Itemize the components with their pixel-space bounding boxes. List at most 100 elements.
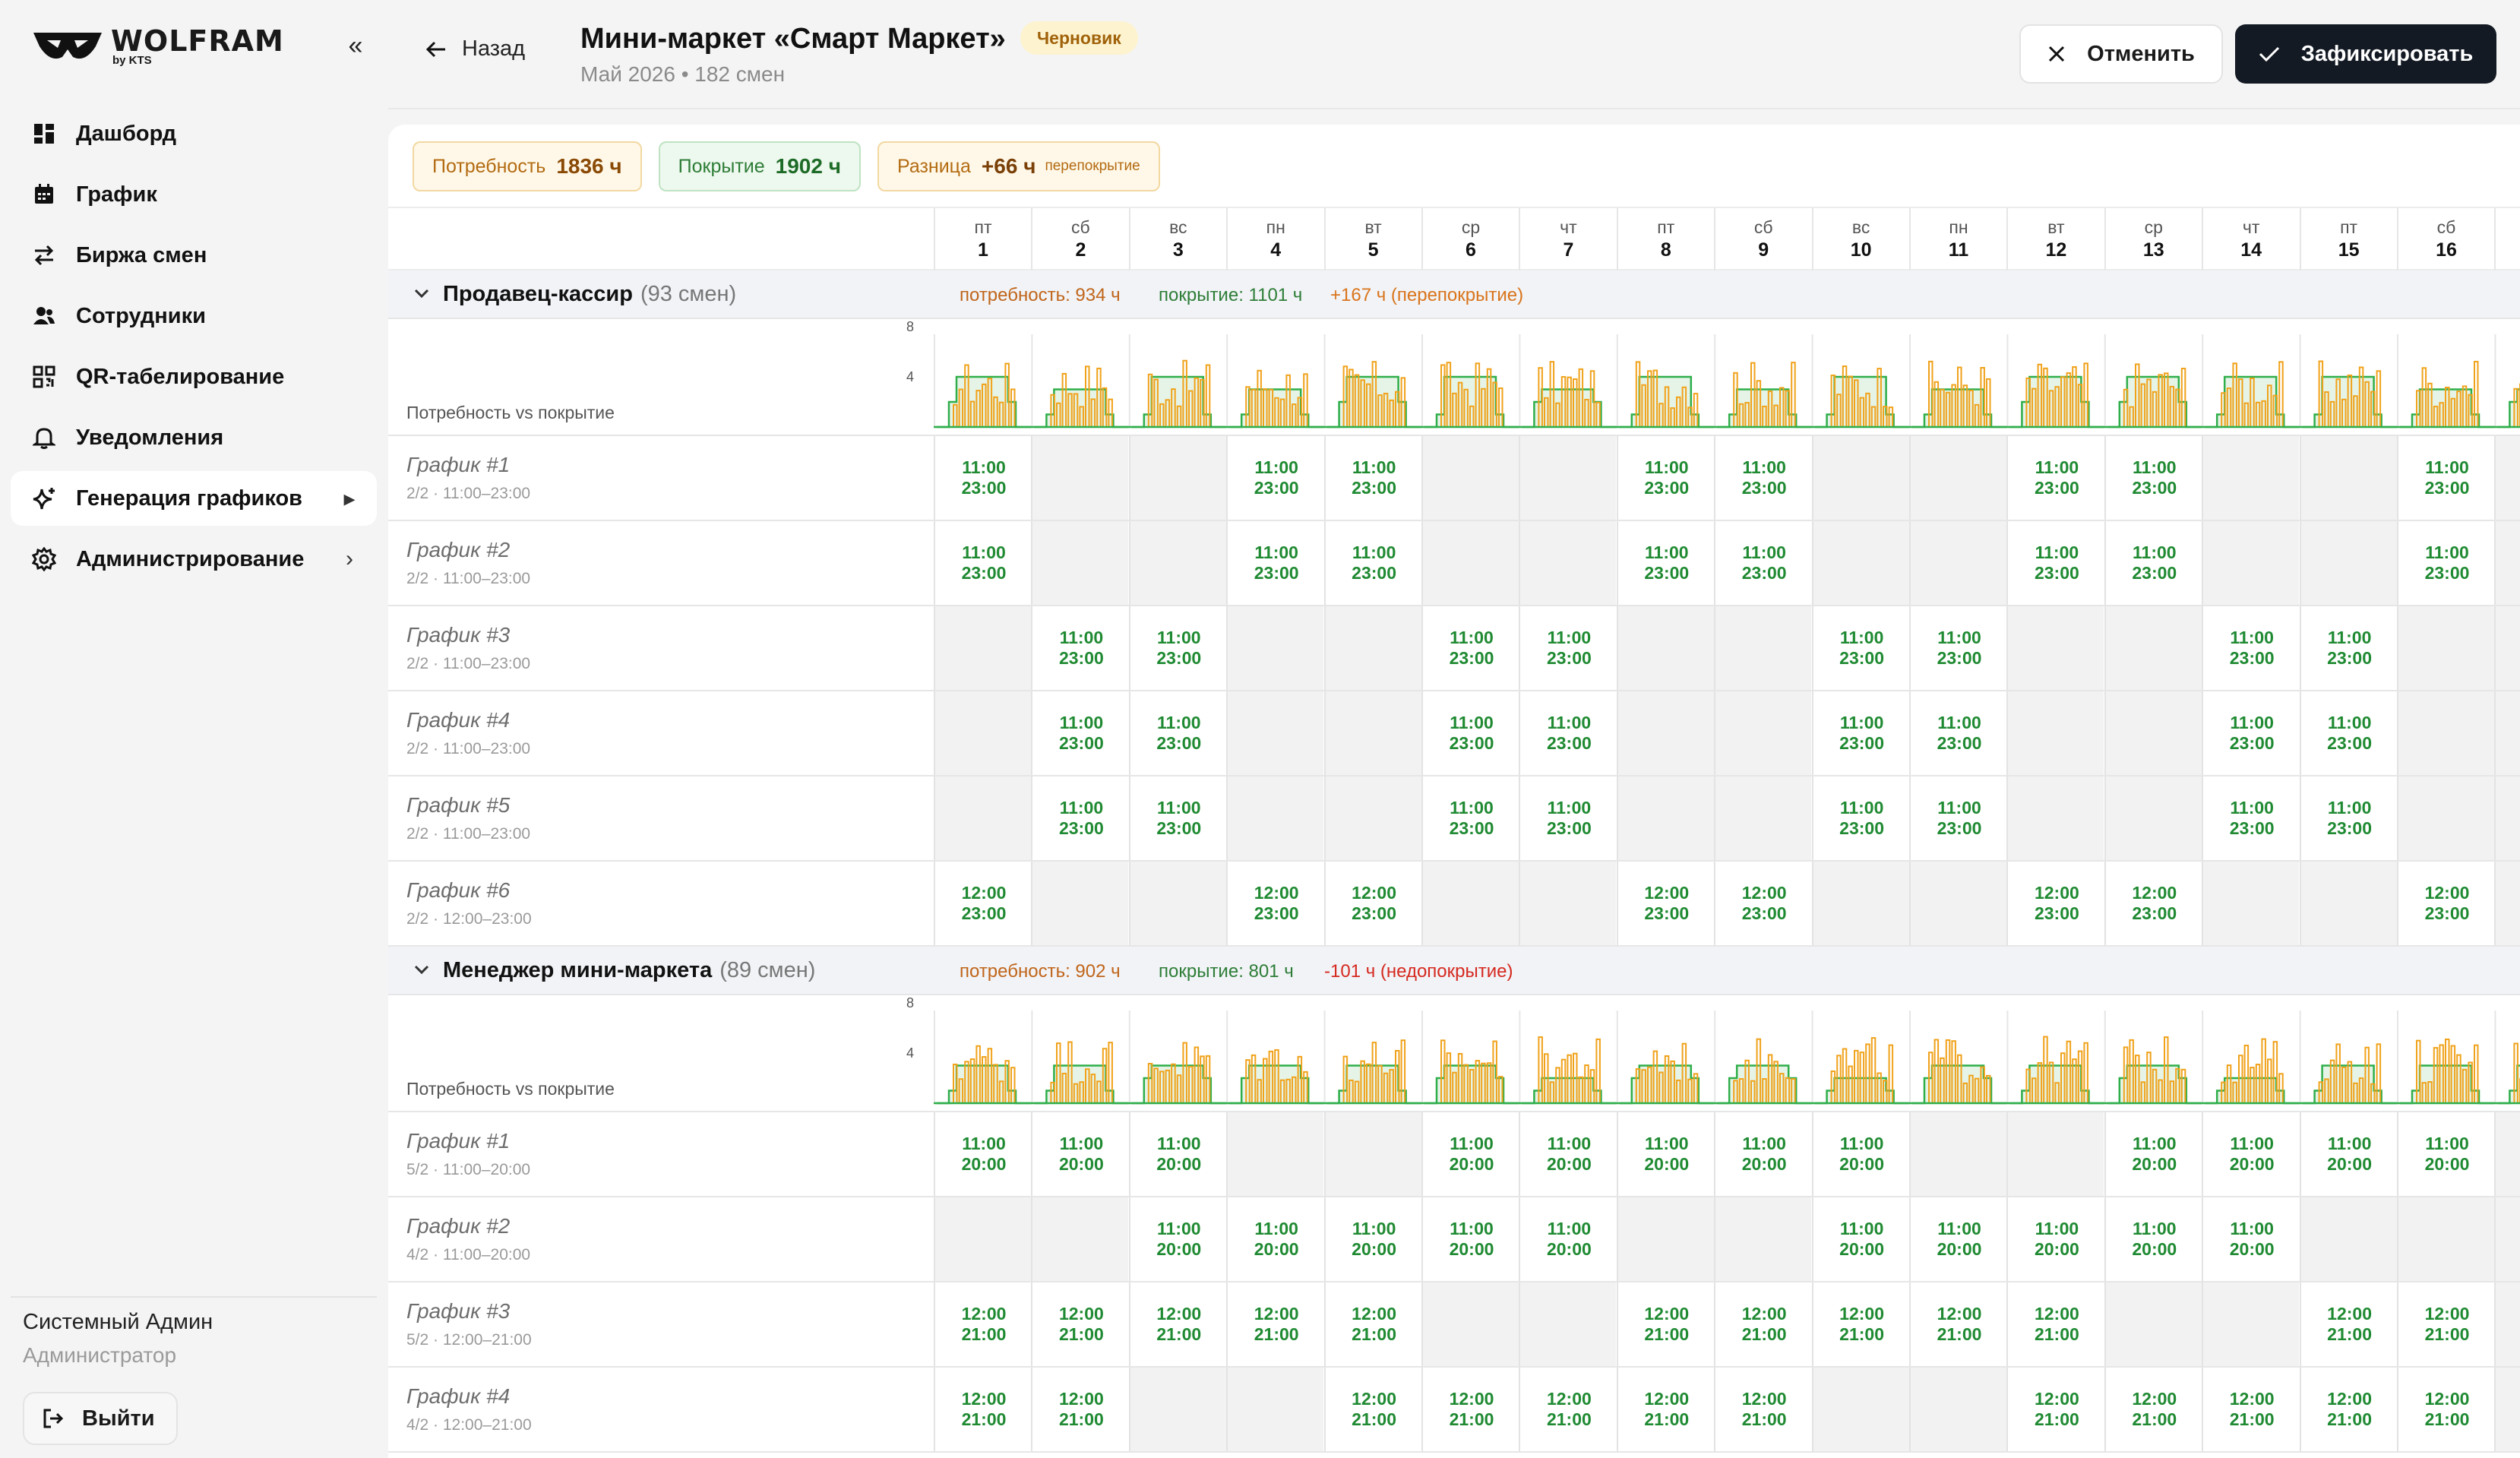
shift-cell[interactable]: 11:00 20:00 <box>1421 1112 1519 1196</box>
shift-cell[interactable]: 12:00 21:00 <box>2299 1282 2397 1366</box>
shift-cell[interactable]: 11:00 23:00 <box>2299 606 2397 690</box>
empty-shift-cell[interactable] <box>1128 1368 1226 1451</box>
shift-cell[interactable]: 11:00 23:00 <box>1616 436 1714 520</box>
empty-shift-cell[interactable] <box>2202 436 2300 520</box>
schedule-name[interactable]: График #1 <box>406 1129 511 1153</box>
empty-shift-cell[interactable] <box>1616 691 1714 775</box>
empty-shift-cell[interactable] <box>1714 691 1812 775</box>
empty-shift-cell[interactable] <box>2494 776 2520 860</box>
empty-shift-cell[interactable] <box>1909 436 2006 520</box>
empty-shift-cell[interactable] <box>2202 1282 2300 1366</box>
schedule-name[interactable]: График #5 <box>406 793 511 817</box>
empty-shift-cell[interactable] <box>2202 862 2300 945</box>
shift-cell[interactable]: 12:00 21:00 <box>2202 1368 2300 1451</box>
empty-shift-cell[interactable] <box>2494 1368 2520 1451</box>
shift-cell[interactable]: 11:00 23:00 <box>1909 776 2006 860</box>
shift-cell[interactable]: 11:00 23:00 <box>1323 521 1421 605</box>
empty-shift-cell[interactable] <box>2104 776 2202 860</box>
shift-cell[interactable]: 12:00 21:00 <box>1909 1282 2006 1366</box>
empty-shift-cell[interactable] <box>1909 521 2006 605</box>
shift-cell[interactable]: 12:00 21:00 <box>934 1282 1031 1366</box>
empty-shift-cell[interactable] <box>1226 691 1324 775</box>
nav-item-administration[interactable]: Администрирование › <box>11 532 377 587</box>
empty-shift-cell[interactable] <box>1323 606 1421 690</box>
empty-shift-cell[interactable] <box>1714 776 1812 860</box>
empty-shift-cell[interactable] <box>2494 691 2520 775</box>
shift-cell[interactable]: 11:00 23:00 <box>1519 691 1617 775</box>
shift-cell[interactable]: 12:00 23:00 <box>1616 862 1714 945</box>
shift-cell[interactable]: 12:00 21:00 <box>1323 1282 1421 1366</box>
shift-cell[interactable]: 11:00 20:00 <box>1519 1112 1617 1196</box>
shift-cell[interactable]: 11:00 23:00 <box>1519 606 1617 690</box>
empty-shift-cell[interactable] <box>2397 691 2494 775</box>
shift-cell[interactable]: 11:00 23:00 <box>1421 606 1519 690</box>
shift-cell[interactable]: 12:00 21:00 <box>1421 1368 1519 1451</box>
shift-cell[interactable]: 11:00 23:00 <box>1421 691 1519 775</box>
shift-cell[interactable]: 12:00 21:00 <box>1323 1368 1421 1451</box>
shift-cell[interactable]: 12:00 21:00 <box>1714 1282 1812 1366</box>
shift-cell[interactable]: 11:00 23:00 <box>1031 776 1129 860</box>
empty-shift-cell[interactable] <box>1323 691 1421 775</box>
shift-cell[interactable]: 12:00 23:00 <box>1323 862 1421 945</box>
shift-cell[interactable]: 11:00 20:00 <box>1811 1197 1909 1281</box>
empty-shift-cell[interactable] <box>1811 436 1909 520</box>
shift-cell[interactable]: 11:00 23:00 <box>2104 436 2202 520</box>
shift-cell[interactable]: 12:00 23:00 <box>1226 862 1324 945</box>
shift-cell[interactable]: 12:00 21:00 <box>2006 1282 2104 1366</box>
empty-shift-cell[interactable] <box>1811 862 1909 945</box>
empty-shift-cell[interactable] <box>2202 521 2300 605</box>
empty-shift-cell[interactable] <box>1909 1112 2006 1196</box>
shift-cell[interactable]: 11:00 20:00 <box>1031 1112 1129 1196</box>
empty-shift-cell[interactable] <box>2494 1282 2520 1366</box>
empty-shift-cell[interactable] <box>1226 1112 1324 1196</box>
group-header[interactable]: Продавец-кассир (93 смен) потребность: 934… <box>388 270 2520 319</box>
group-header[interactable]: Менеджер мини-маркета (89 смен) потребност… <box>388 947 2520 995</box>
shift-cell[interactable]: 11:00 23:00 <box>1031 606 1129 690</box>
shift-cell[interactable]: 11:00 23:00 <box>1909 691 2006 775</box>
collapse-sidebar-button[interactable]: « <box>340 30 371 61</box>
schedule-name[interactable]: График #3 <box>406 623 511 647</box>
shift-cell[interactable]: 11:00 20:00 <box>1128 1112 1226 1196</box>
shift-cell[interactable]: 12:00 23:00 <box>2397 862 2494 945</box>
shift-cell[interactable]: 11:00 23:00 <box>1714 521 1812 605</box>
empty-shift-cell[interactable] <box>2006 776 2104 860</box>
empty-shift-cell[interactable] <box>1909 1368 2006 1451</box>
schedule-name[interactable]: График #2 <box>406 1214 511 1238</box>
shift-cell[interactable]: 11:00 23:00 <box>1128 606 1226 690</box>
empty-shift-cell[interactable] <box>1421 521 1519 605</box>
empty-shift-cell[interactable] <box>2397 1197 2494 1281</box>
shift-cell[interactable]: 11:00 23:00 <box>2202 776 2300 860</box>
shift-cell[interactable]: 11:00 23:00 <box>2202 691 2300 775</box>
nav-item-schedule[interactable]: График <box>11 167 377 222</box>
chevron-down-icon[interactable] <box>409 281 434 305</box>
shift-cell[interactable]: 11:00 23:00 <box>2006 521 2104 605</box>
shift-cell[interactable]: 11:00 23:00 <box>1421 776 1519 860</box>
shift-cell[interactable]: 11:00 23:00 <box>2006 436 2104 520</box>
empty-shift-cell[interactable] <box>2494 521 2520 605</box>
empty-shift-cell[interactable] <box>2494 1112 2520 1196</box>
shift-cell[interactable]: 12:00 21:00 <box>934 1368 1031 1451</box>
commit-button[interactable]: Зафиксировать <box>2235 24 2496 84</box>
empty-shift-cell[interactable] <box>2397 776 2494 860</box>
schedule-name[interactable]: График #4 <box>406 1384 511 1408</box>
shift-cell[interactable]: 11:00 23:00 <box>1616 521 1714 605</box>
shift-cell[interactable]: 11:00 23:00 <box>1811 606 1909 690</box>
shift-cell[interactable]: 11:00 23:00 <box>1128 691 1226 775</box>
schedule-name[interactable]: График #1 <box>406 453 511 476</box>
empty-shift-cell[interactable] <box>1714 606 1812 690</box>
shift-cell[interactable]: 11:00 23:00 <box>2202 606 2300 690</box>
empty-shift-cell[interactable] <box>1519 436 1617 520</box>
empty-shift-cell[interactable] <box>1226 776 1324 860</box>
shift-cell[interactable]: 11:00 20:00 <box>2006 1197 2104 1281</box>
shift-cell[interactable]: 12:00 21:00 <box>2397 1368 2494 1451</box>
empty-shift-cell[interactable] <box>2494 436 2520 520</box>
shift-cell[interactable]: 11:00 23:00 <box>1519 776 1617 860</box>
empty-shift-cell[interactable] <box>2299 1197 2397 1281</box>
shift-cell[interactable]: 11:00 20:00 <box>1421 1197 1519 1281</box>
shift-cell[interactable]: 11:00 23:00 <box>1714 436 1812 520</box>
shift-cell[interactable]: 11:00 23:00 <box>934 436 1031 520</box>
empty-shift-cell[interactable] <box>1031 1197 1129 1281</box>
shift-cell[interactable]: 11:00 23:00 <box>1811 691 1909 775</box>
shift-cell[interactable]: 12:00 21:00 <box>1226 1282 1324 1366</box>
shift-cell[interactable]: 12:00 23:00 <box>2006 862 2104 945</box>
